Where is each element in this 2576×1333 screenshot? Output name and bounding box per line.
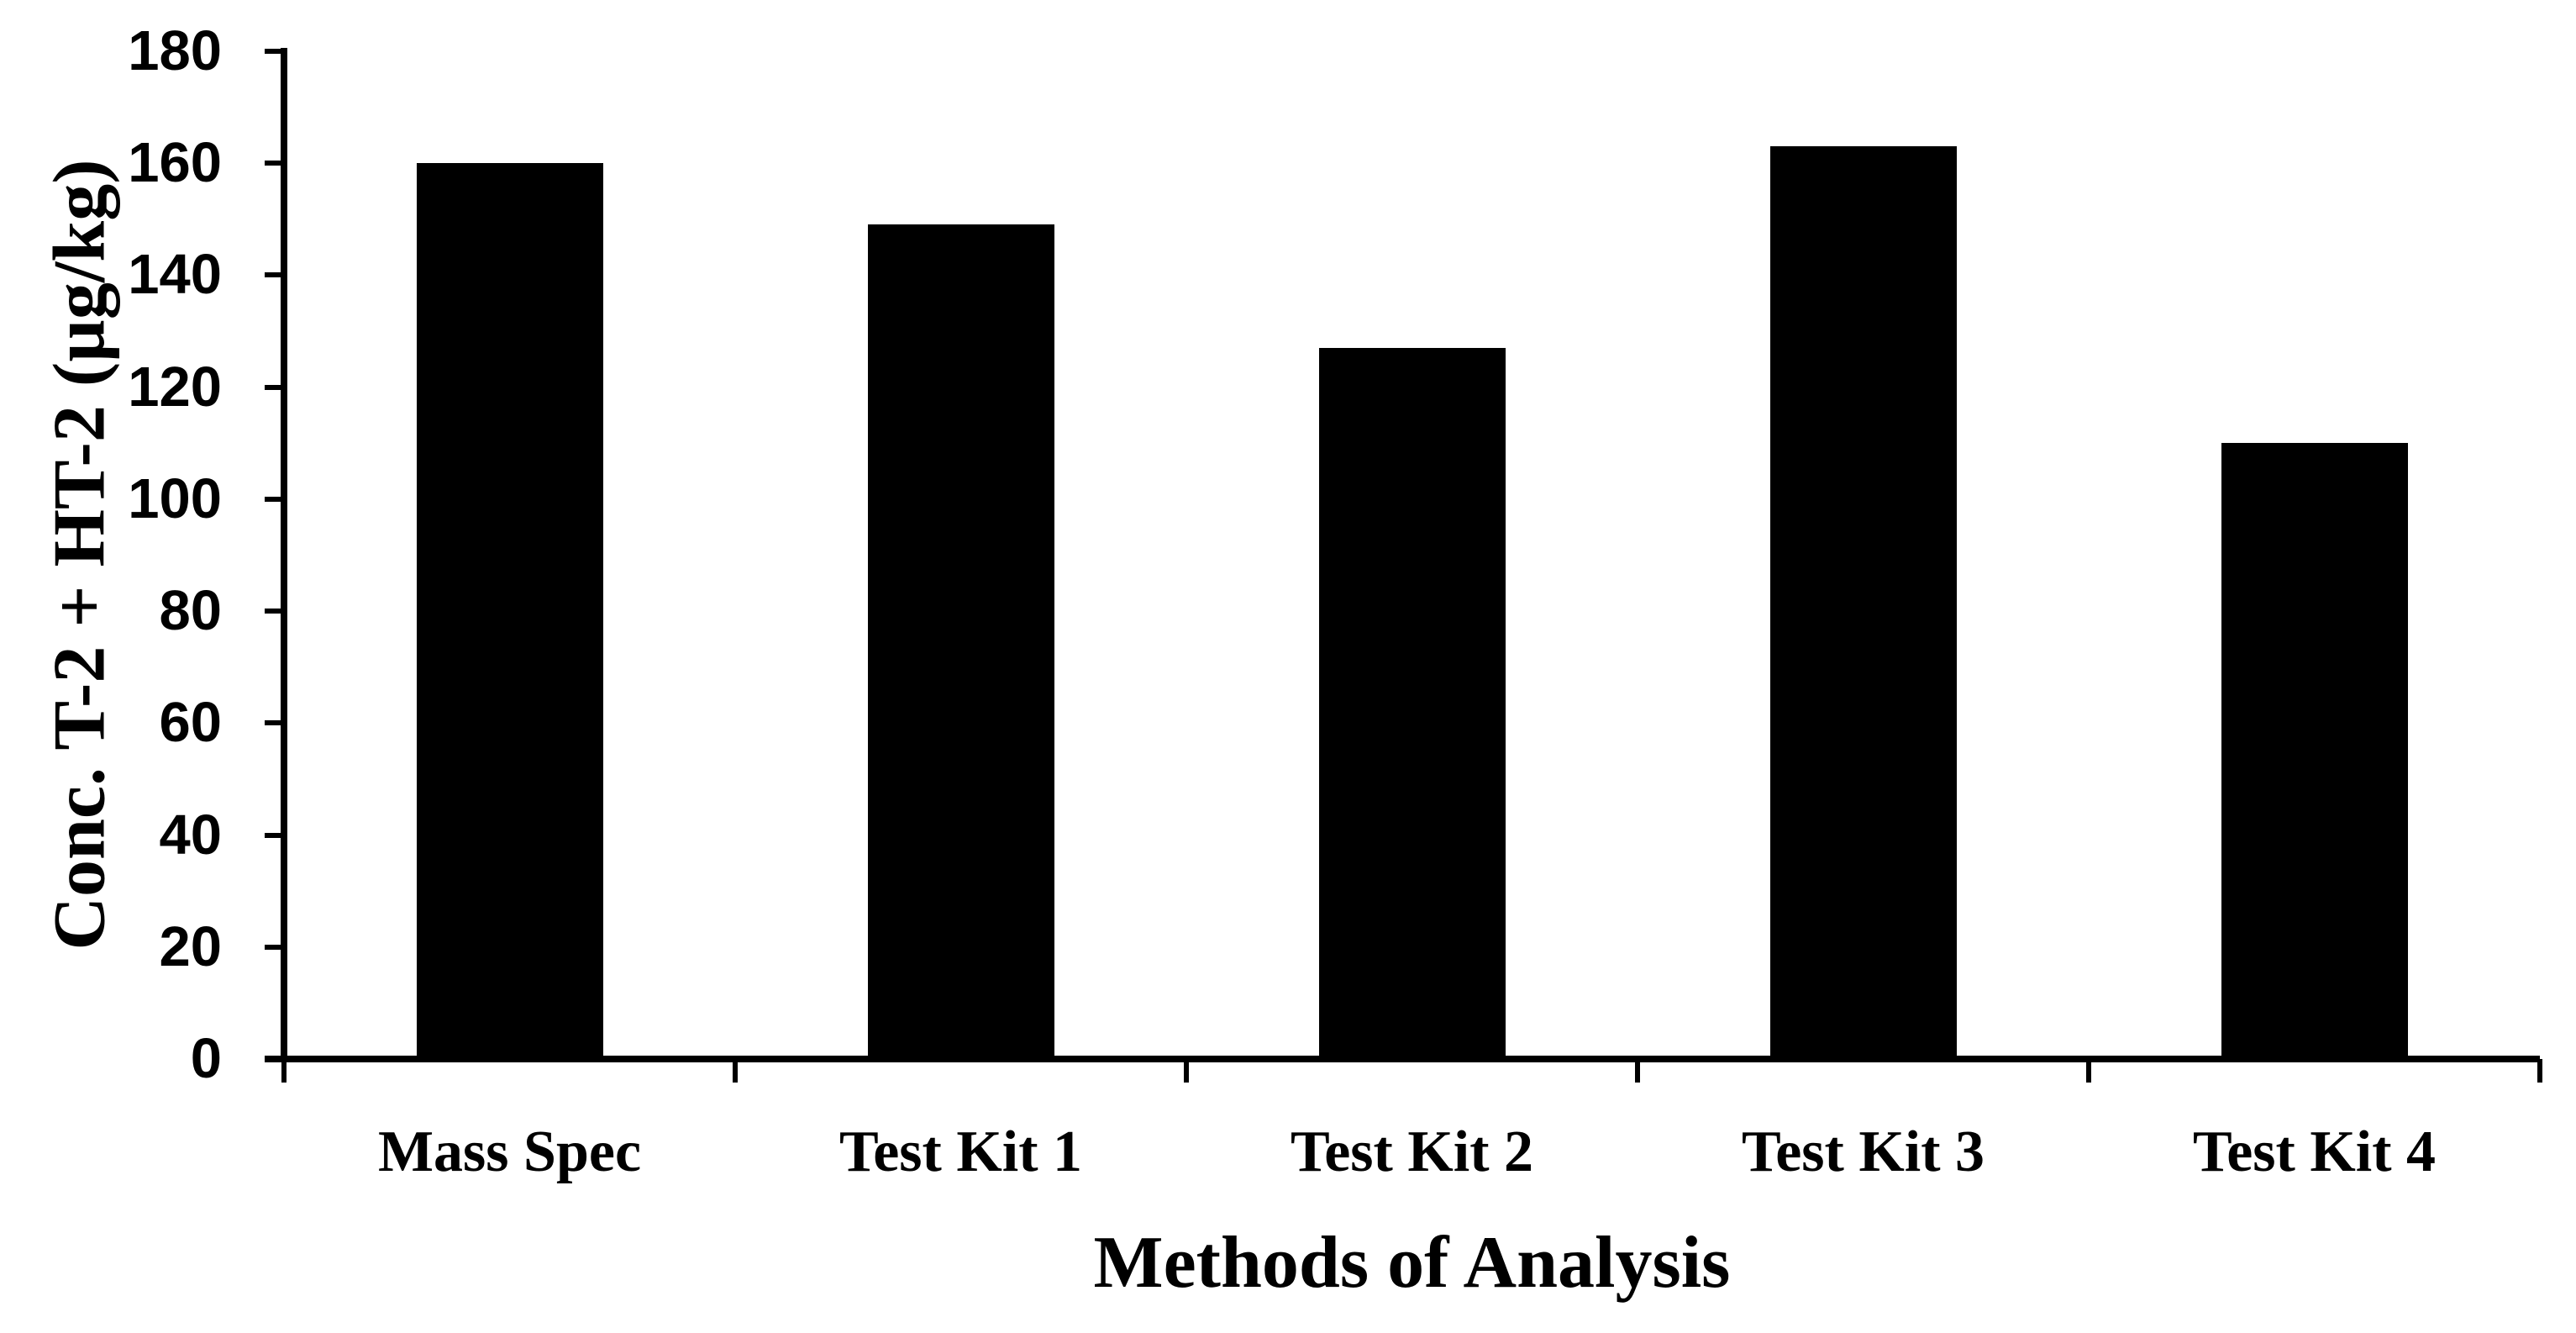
y-tick	[265, 384, 284, 390]
x-category-label-mass-spec: Mass Spec	[377, 1120, 642, 1184]
y-tick-label-160: 160	[128, 131, 222, 195]
y-tick-label-40: 40	[159, 803, 222, 867]
y-axis-line	[281, 48, 287, 1062]
bar-test-kit-3	[1769, 146, 1957, 1056]
y-tick	[265, 609, 284, 614]
x-category-label-test-kit-1: Test Kit 1	[839, 1120, 1083, 1184]
x-tick	[2086, 1059, 2091, 1083]
x-axis-line	[265, 1056, 2540, 1062]
y-tick	[265, 720, 284, 726]
y-tick-label-60: 60	[159, 691, 222, 755]
y-tick	[265, 272, 284, 278]
x-category-label-test-kit-3: Test Kit 3	[1741, 1120, 1985, 1184]
x-tick	[281, 1059, 287, 1083]
y-tick	[265, 49, 284, 54]
y-tick	[265, 161, 284, 166]
x-tick	[1184, 1059, 1189, 1083]
y-tick-label-180: 180	[128, 19, 222, 82]
x-tick	[2537, 1059, 2542, 1083]
y-tick-label-120: 120	[128, 355, 222, 419]
y-tick-label-80: 80	[159, 579, 222, 643]
y-tick	[265, 496, 284, 502]
y-tick-label-100: 100	[128, 466, 222, 530]
y-tick-label-140: 140	[128, 243, 222, 307]
bar-test-kit-2	[1318, 348, 1506, 1056]
bar-test-kit-1	[867, 224, 1054, 1056]
bar-test-kit-4	[2221, 443, 2408, 1056]
x-tick	[733, 1059, 738, 1083]
y-tick-label-0: 0	[190, 1027, 222, 1090]
y-tick	[265, 944, 284, 950]
x-tick	[1635, 1059, 1640, 1083]
bar-mass-spec	[416, 163, 603, 1056]
y-tick	[265, 832, 284, 838]
x-category-label-test-kit-4: Test Kit 4	[2192, 1120, 2437, 1184]
x-axis-title: Methods of Analysis	[1093, 1222, 1731, 1304]
y-tick	[265, 1056, 284, 1062]
x-category-label-test-kit-2: Test Kit 2	[1290, 1120, 1534, 1184]
y-tick-label-20: 20	[159, 914, 222, 978]
